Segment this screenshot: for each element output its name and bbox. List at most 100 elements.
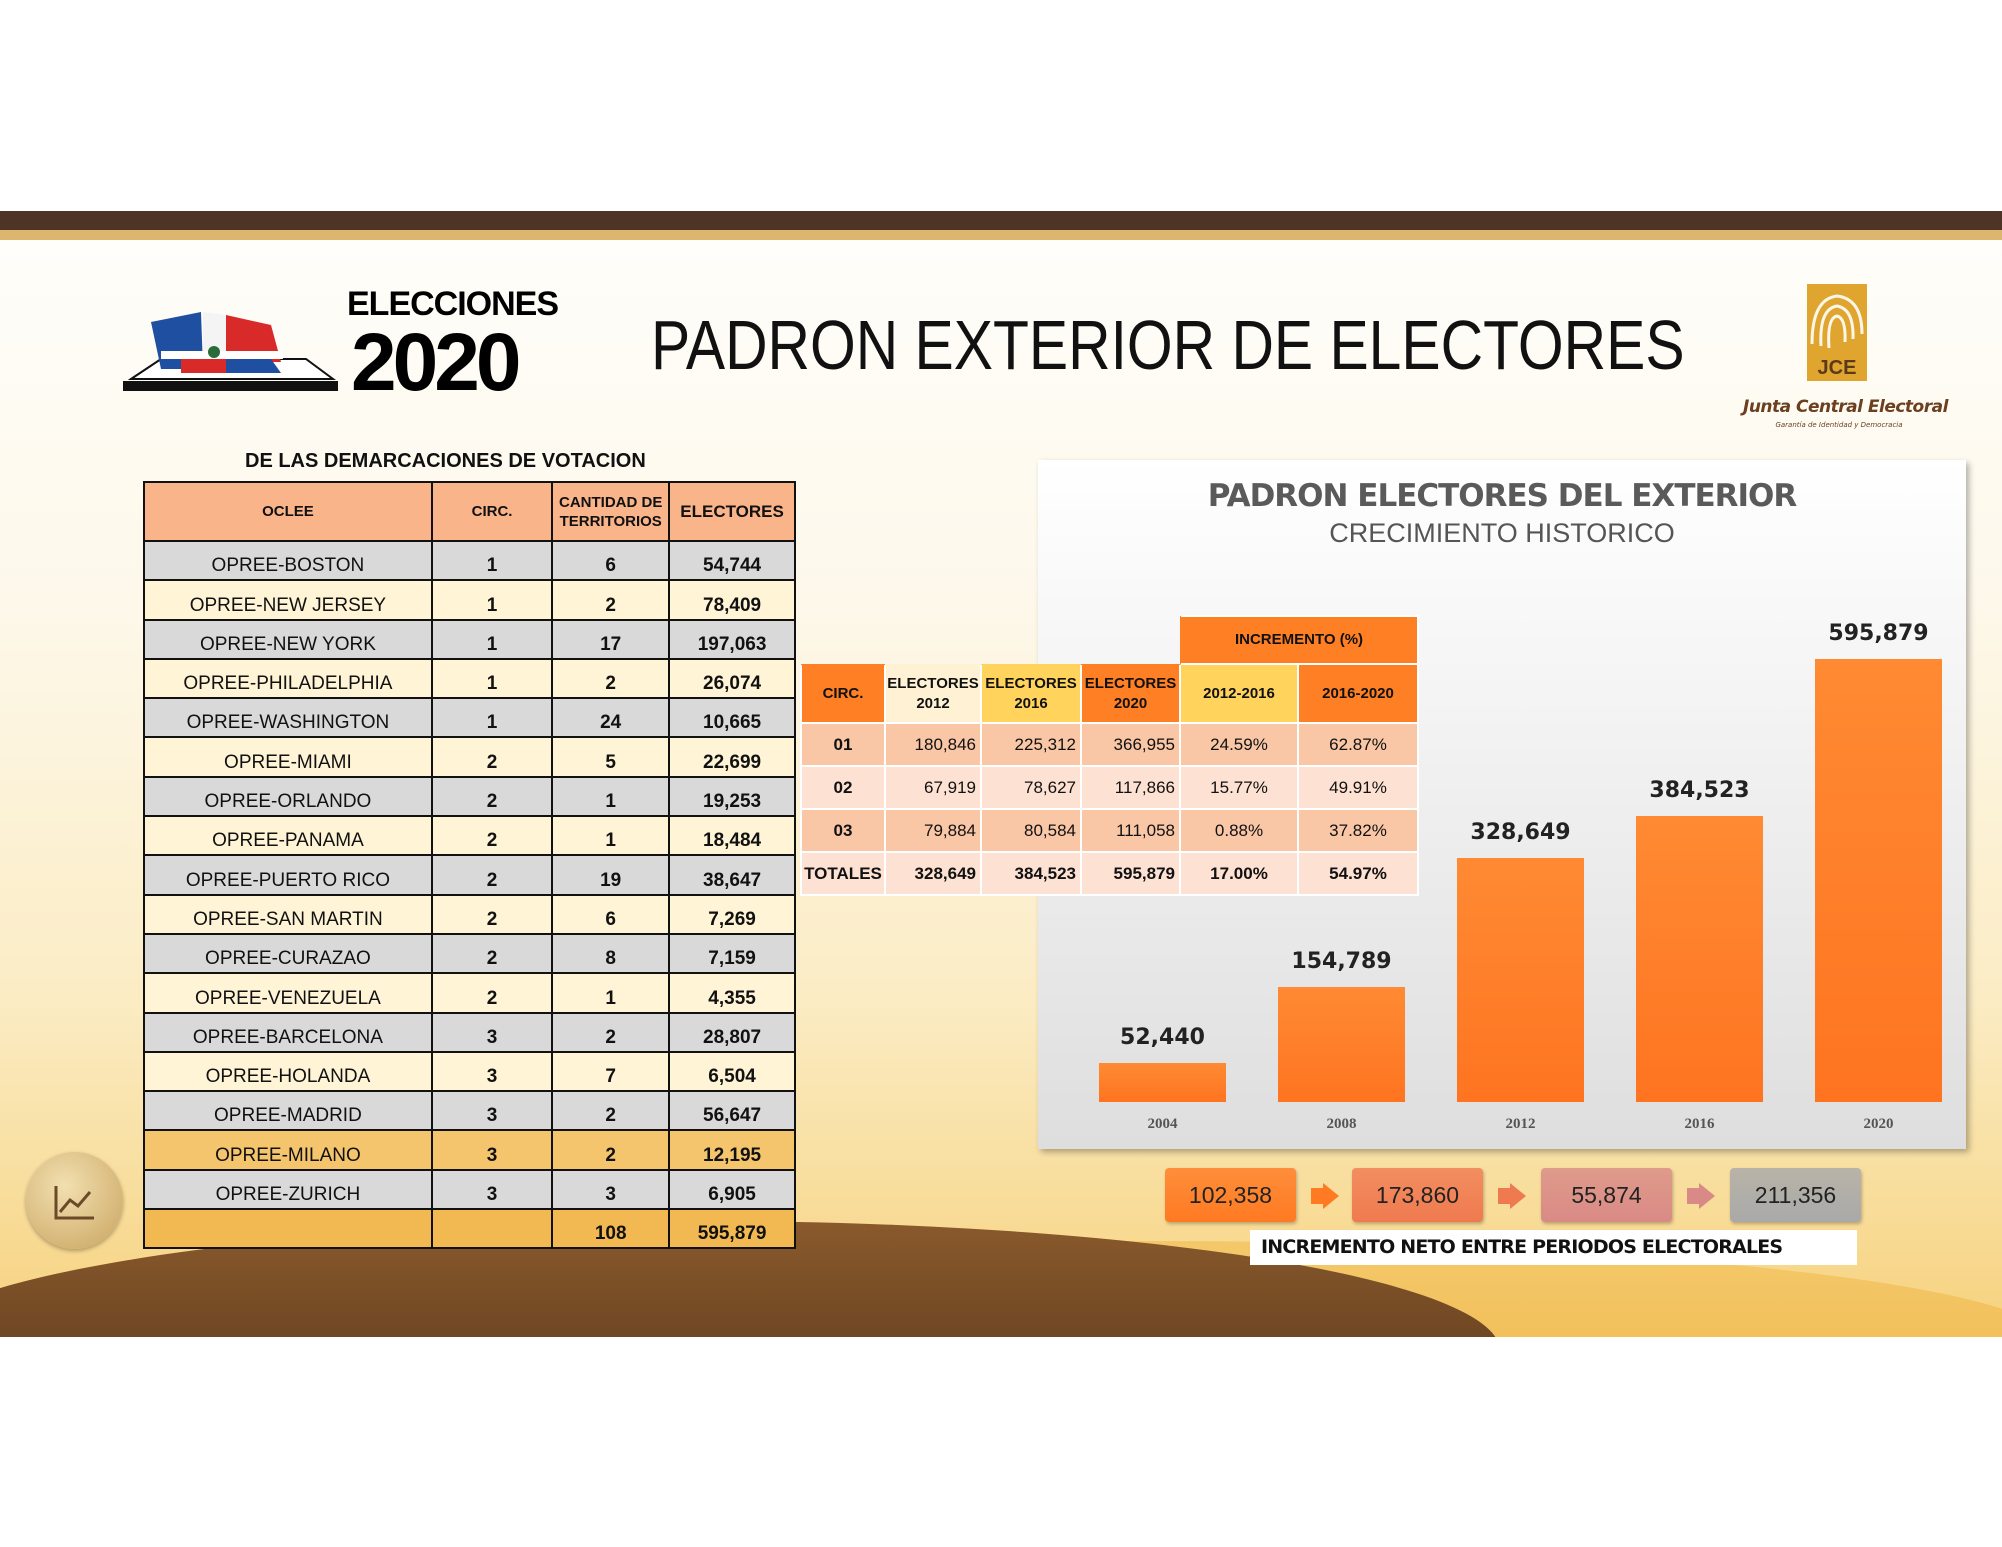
cell-electores: 54,744 [668, 539, 796, 582]
cell-oclee: OPREE-PUERTO RICO [143, 854, 433, 896]
chart-title: PADRON ELECTORES DEL EXTERIOR [1207, 478, 1798, 514]
logo-elecciones-text: ELECCIONES [347, 285, 559, 323]
ballot-box-flag-icon [123, 312, 338, 391]
cell-oclee: OPREE-CURAZAO [143, 932, 433, 975]
cell-oclee: OPREE-MIAMI [143, 736, 433, 778]
cell-electores: 22,699 [668, 736, 796, 778]
table-row: OPREE-ZURICH 3 3 6,905 [143, 1168, 796, 1211]
x-tick-label: 2004 [1147, 1116, 1178, 1132]
bar-2008 [1278, 986, 1405, 1102]
table-row: OPREE-WASHINGTON 1 24 10,665 [143, 697, 796, 739]
mid-cell: 03 [800, 808, 886, 853]
cell-territorios: 2 [551, 1129, 671, 1171]
cell-circ: 2 [430, 736, 554, 778]
cell-circ: 1 [430, 579, 554, 621]
cell-circ: 3 [430, 1011, 554, 1053]
cell-circ: 1 [430, 657, 554, 700]
trend-chart-button[interactable] [26, 1152, 123, 1249]
cell-territorios: 1 [551, 775, 671, 818]
table-title: DE LAS DEMARCACIONES DE VOTACION [245, 450, 646, 472]
table-row: OPREE-SAN MARTIN 2 6 7,269 [143, 893, 796, 935]
mid-cell: 595,879 [1080, 851, 1181, 896]
cell-electores: 12,195 [668, 1129, 796, 1171]
total-territorios: 108 [551, 1208, 671, 1250]
trend-icon [54, 1186, 94, 1220]
cell-oclee: OPREE-WASHINGTON [143, 697, 433, 739]
mid-cell: 328,649 [884, 851, 982, 896]
cell-territorios: 2 [551, 579, 671, 621]
cell-oclee: OPREE-HOLANDA [143, 1050, 433, 1093]
arrow-right-icon [1510, 1183, 1526, 1209]
arrow-right-icon [1498, 1188, 1510, 1204]
mid-cell: 17.00% [1179, 851, 1299, 896]
increment-box: 55,874 [1541, 1168, 1672, 1222]
cell-electores: 7,269 [668, 893, 796, 935]
circ-row: 02 67,919 78,627 117,866 15.77% 49.91% [800, 765, 1419, 810]
jce-tagline: Garantía de Identidad y Democracia [1775, 421, 1903, 429]
x-tick-label: 2016 [1684, 1116, 1715, 1132]
mid-cell: 67,919 [884, 765, 982, 810]
circ-row: 03 79,884 80,584 111,058 0.88% 37.82% [800, 808, 1419, 853]
table-row: OPREE-CURAZAO 2 8 7,159 [143, 932, 796, 975]
total-row: 108 595,879 [143, 1208, 796, 1250]
mid-cell: 54.97% [1297, 851, 1419, 896]
table-row: OPREE-MILANO 3 2 12,195 [143, 1129, 796, 1171]
bar-2012 [1457, 857, 1584, 1102]
arrow-right-icon [1699, 1183, 1715, 1209]
demarcaciones-table: OCLEE CIRC. CANTIDAD DE TERRITORIOS ELEC… [143, 481, 796, 1250]
cell-oclee: OPREE-MILANO [143, 1129, 433, 1171]
cell-electores: 28,807 [668, 1011, 796, 1053]
bar-value-label: 328,649 [1470, 819, 1571, 845]
table-row: OPREE-PHILADELPHIA 1 2 26,074 [143, 657, 796, 700]
cell-territorios: 3 [551, 1168, 671, 1211]
cell-circ: 1 [430, 697, 554, 739]
mid-cell: 180,846 [884, 722, 982, 767]
cell-electores: 4,355 [668, 972, 796, 1014]
mid-cell: 80,584 [980, 808, 1082, 853]
fingerprint-icon: JCE [1807, 284, 1867, 381]
cell-circ: 2 [430, 854, 554, 896]
cell-territorios: 6 [551, 539, 671, 582]
cell-territorios: 6 [551, 893, 671, 935]
elecciones-2020-logo: ELECCIONES 2020 [121, 285, 581, 408]
cell-circ: 1 [430, 618, 554, 660]
increment-box: 102,358 [1165, 1168, 1296, 1222]
cell-oclee: OPREE-ORLANDO [143, 775, 433, 818]
header-band [0, 211, 2002, 230]
mid-cell: 02 [800, 765, 886, 810]
bar-chart: PADRON ELECTORES DEL EXTERIOR CRECIMIENT… [1038, 460, 1966, 1149]
cell-oclee: OPREE-PANAMA [143, 815, 433, 857]
cell-electores: 26,074 [668, 657, 796, 700]
bar-2004 [1099, 1063, 1226, 1102]
table-row: OPREE-ORLANDO 2 1 19,253 [143, 775, 796, 818]
arrow-right-icon [1311, 1188, 1323, 1204]
cell-electores: 38,647 [668, 854, 796, 896]
cell-territorios: 2 [551, 657, 671, 700]
cell-circ: 2 [430, 972, 554, 1014]
cell-electores: 197,063 [668, 618, 796, 660]
cell-oclee: OPREE-NEW YORK [143, 618, 433, 660]
cell-territorios: 5 [551, 736, 671, 778]
mid-col-2016: ELECTORES 2016 [980, 663, 1082, 724]
mid-cell: TOTALES [800, 851, 886, 896]
cell-electores: 19,253 [668, 775, 796, 818]
cell-circ: 2 [430, 893, 554, 935]
table-row: OPREE-MADRID 3 2 56,647 [143, 1090, 796, 1132]
cell-territorios: 1 [551, 972, 671, 1014]
table-row: OPREE-HOLANDA 3 7 6,504 [143, 1050, 796, 1093]
mid-col-2020: ELECTORES 2020 [1080, 663, 1181, 724]
col-header-electores: ELECTORES [668, 481, 796, 542]
cell-territorios: 19 [551, 854, 671, 896]
logo-year-text: 2020 [351, 317, 521, 408]
mid-cell: 384,523 [980, 851, 1082, 896]
x-tick-label: 2012 [1505, 1116, 1536, 1132]
x-tick-label: 2008 [1326, 1116, 1357, 1132]
cell-oclee: OPREE-BARCELONA [143, 1011, 433, 1053]
arrow-right-icon [1687, 1188, 1699, 1204]
bar-value-label: 154,789 [1291, 948, 1392, 974]
cell-circ: 2 [430, 932, 554, 975]
cell-circ: 1 [430, 539, 554, 582]
table-row: OPREE-BARCELONA 3 2 28,807 [143, 1011, 796, 1053]
cell-electores: 6,905 [668, 1168, 796, 1211]
totales-row: TOTALES 328,649 384,523 595,879 17.00% 54.97% [800, 851, 1419, 896]
